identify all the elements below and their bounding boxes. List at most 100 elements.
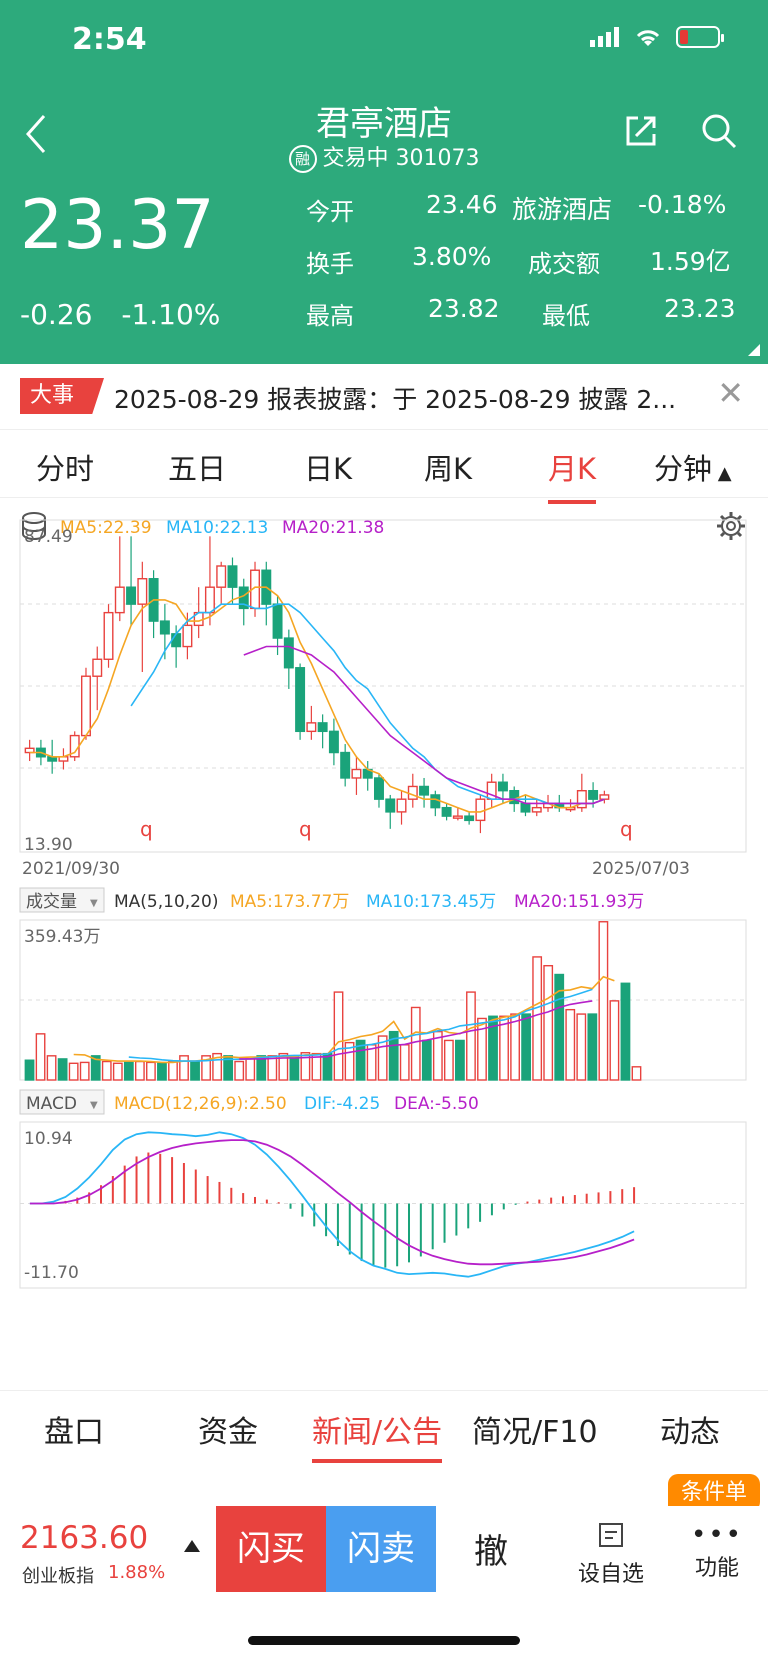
ma5-line xyxy=(29,586,605,813)
open-label: 今开 xyxy=(306,198,354,226)
sector-pct: -0.18% xyxy=(638,190,727,219)
vol-ma20-line xyxy=(239,1000,593,1060)
volume-bar xyxy=(168,1060,178,1081)
candle-body xyxy=(351,768,362,779)
tab-order-book[interactable]: 盘口 xyxy=(44,1415,104,1450)
flash-buy-button[interactable]: 闪买 xyxy=(216,1506,326,1592)
marker-q-1: q xyxy=(140,817,153,841)
index-value[interactable]: 2163.60 xyxy=(20,1520,149,1556)
triangle-up-icon[interactable] xyxy=(184,1540,200,1552)
volume-bar xyxy=(90,1055,101,1081)
candle-body xyxy=(80,675,91,737)
volume-bar xyxy=(256,1055,267,1081)
candle-body xyxy=(599,794,610,800)
low-value: 23.23 xyxy=(664,294,736,323)
volume-bar xyxy=(510,1013,520,1081)
volume-bar xyxy=(267,1055,278,1081)
tab-weekly-k[interactable]: 周K xyxy=(424,452,473,486)
kline-chart[interactable]: MA5:22.39 MA10:22.13 MA20:21.38 87.49 13… xyxy=(0,500,768,1360)
volume-bar xyxy=(46,1055,57,1081)
candle-body xyxy=(216,565,227,588)
volume-bar xyxy=(488,1015,498,1081)
expand-corner-icon[interactable] xyxy=(748,344,760,356)
volume-bar xyxy=(333,991,344,1081)
volume-bar xyxy=(609,1000,620,1081)
vol-ma5-line xyxy=(73,975,615,1064)
more-icon: ••• xyxy=(690,1520,743,1550)
back-icon[interactable] xyxy=(24,112,48,156)
tab-funds[interactable]: 资金 xyxy=(198,1415,258,1450)
candles xyxy=(24,536,610,834)
share-icon[interactable] xyxy=(622,112,660,150)
tab-minute-label: 分钟 xyxy=(654,452,713,486)
functions-label: 功能 xyxy=(694,1556,739,1581)
macd-selector[interactable] xyxy=(19,1089,105,1115)
dea-legend: DEA:-5.50 xyxy=(394,1094,479,1114)
trade-bar: 2163.60 创业板指 1.88% 闪买 闪卖 撤 设自选 ••• 功能 xyxy=(0,1506,768,1598)
candle-body xyxy=(171,633,182,648)
change-value: -0.26 xyxy=(20,298,93,331)
home-indicator xyxy=(248,1636,520,1645)
volume-bar xyxy=(24,1059,35,1081)
candle-body xyxy=(531,806,542,813)
macd-selector-label: MACD xyxy=(26,1094,77,1114)
conditional-order-badge[interactable]: 条件单 xyxy=(668,1474,760,1512)
volume-bar xyxy=(543,965,554,1081)
flash-sell-button[interactable]: 闪卖 xyxy=(326,1506,436,1592)
status-time: 2:54 xyxy=(72,22,147,57)
candle-body xyxy=(576,789,587,809)
x-start-label: 2021/09/30 xyxy=(22,859,120,879)
volume-bar xyxy=(399,1044,410,1081)
current-price: 23.37 xyxy=(20,186,215,265)
add-watchlist-button[interactable]: 设自选 xyxy=(566,1520,656,1588)
candle-body xyxy=(159,620,170,635)
announcement-text[interactable]: 2025-08-29 报表披露：于 2025-08-29 披露 2... xyxy=(114,385,677,414)
candle-body xyxy=(272,603,283,639)
volume-bar xyxy=(443,1039,454,1081)
db-icon[interactable] xyxy=(22,512,46,540)
volume-bar xyxy=(289,1055,300,1081)
volume-max-label: 359.43万 xyxy=(24,927,100,947)
volume-bar xyxy=(35,1033,46,1081)
volume-bar xyxy=(388,1030,399,1081)
vol-ma5-legend: MA5:173.77万 xyxy=(230,892,349,912)
tab-five-day[interactable]: 五日 xyxy=(168,452,227,486)
amount-value: 1.59亿 xyxy=(650,247,731,276)
close-icon[interactable]: ✕ xyxy=(717,374,744,412)
dropdown-arrow-icon: ▼ xyxy=(90,898,98,909)
tab-minute[interactable]: 分钟 ▲ xyxy=(654,446,732,488)
tab-news[interactable]: 新闻/公告 xyxy=(312,1407,443,1463)
candle-body xyxy=(419,785,430,796)
volume-bar xyxy=(79,1061,90,1081)
volume-selector[interactable] xyxy=(19,887,105,913)
ma10-line xyxy=(130,603,605,805)
sector-name[interactable]: 旅游酒店 xyxy=(512,195,613,224)
status-icons xyxy=(590,26,724,48)
candle-body xyxy=(103,611,114,660)
volume-bar xyxy=(234,1060,245,1081)
cancel-order-button[interactable]: 撤 xyxy=(474,1532,508,1572)
tab-intraday[interactable]: 分时 xyxy=(36,452,95,486)
candle-body xyxy=(520,802,531,813)
announcement-bar[interactable]: 大事 2025-08-29 报表披露：于 2025-08-29 披露 2... … xyxy=(0,364,768,430)
open-value: 23.46 xyxy=(426,190,498,219)
search-icon[interactable] xyxy=(700,112,738,150)
tab-daily-k[interactable]: 日K xyxy=(304,452,353,486)
tab-profile[interactable]: 简况/F10 xyxy=(472,1415,598,1450)
candle-body xyxy=(295,667,306,733)
tab-monthly-k[interactable]: 月K xyxy=(548,446,597,504)
header: 2:54 君亭酒店 融交易中 301073 23.37 -0.26 -1.10%… xyxy=(0,0,768,364)
candle-body xyxy=(114,586,125,614)
triangle-up-icon: ▲ xyxy=(712,463,732,484)
gear-icon[interactable] xyxy=(717,512,745,540)
volume-bar xyxy=(311,1052,322,1081)
macd-min-label: -11.70 xyxy=(24,1263,79,1283)
volume-bar xyxy=(631,1066,642,1081)
candle-body xyxy=(373,777,384,800)
volume-bar xyxy=(477,1017,487,1081)
volume-bar xyxy=(344,1041,355,1081)
tab-feed[interactable]: 动态 xyxy=(660,1415,720,1450)
vol-ma10-legend: MA10:173.45万 xyxy=(366,892,496,912)
functions-button[interactable]: ••• 功能 xyxy=(672,1520,762,1582)
dropdown-arrow-icon: ▼ xyxy=(90,1100,98,1111)
